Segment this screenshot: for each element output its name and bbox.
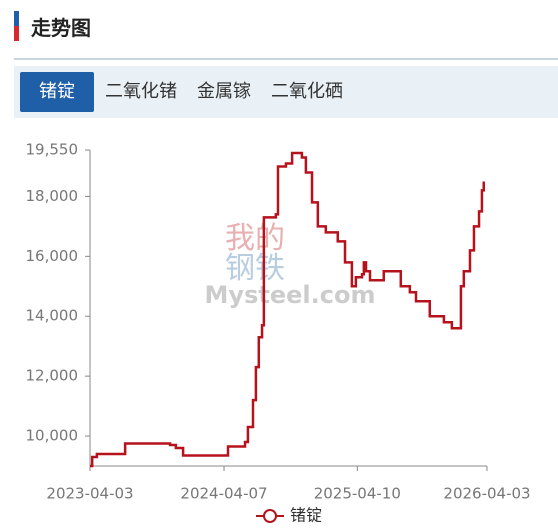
tab[interactable]: 二氧化硒 [271, 81, 343, 102]
tab[interactable]: 二氧化锗 [105, 81, 177, 102]
tab-bar: 锗锭 二氧化锗 金属镓 二氧化硒 [14, 66, 558, 118]
tab[interactable]: 锗锭 [20, 72, 94, 112]
separator [14, 58, 558, 60]
y-tick-label: 19,550 [26, 141, 79, 159]
x-tick-label: 2025-04-10 [314, 485, 401, 503]
header: 走势图 [14, 10, 91, 42]
x-tick-label: 2024-04-07 [180, 485, 267, 503]
x-tick-label: 2023-04-03 [46, 485, 133, 503]
y-tick-label: 18,000 [26, 187, 79, 205]
legend-marker [263, 509, 277, 523]
header-title: 走势图 [31, 15, 91, 40]
y-tick-label: 16,000 [26, 247, 79, 265]
watermark: 钢铁 [225, 251, 285, 286]
x-tick-label: 2026-04-03 [443, 485, 530, 503]
legend-label: 锗锭 [290, 506, 322, 525]
y-tick-label: 14,000 [26, 307, 79, 325]
watermark: 我的 [225, 221, 285, 256]
header-bar [14, 11, 19, 41]
tab[interactable]: 金属镓 [197, 81, 251, 102]
line-series [90, 151, 485, 468]
y-tick-label: 12,000 [26, 367, 79, 385]
watermark: Mysteel.com [205, 281, 376, 309]
y-tick-label: 10,000 [26, 427, 79, 445]
